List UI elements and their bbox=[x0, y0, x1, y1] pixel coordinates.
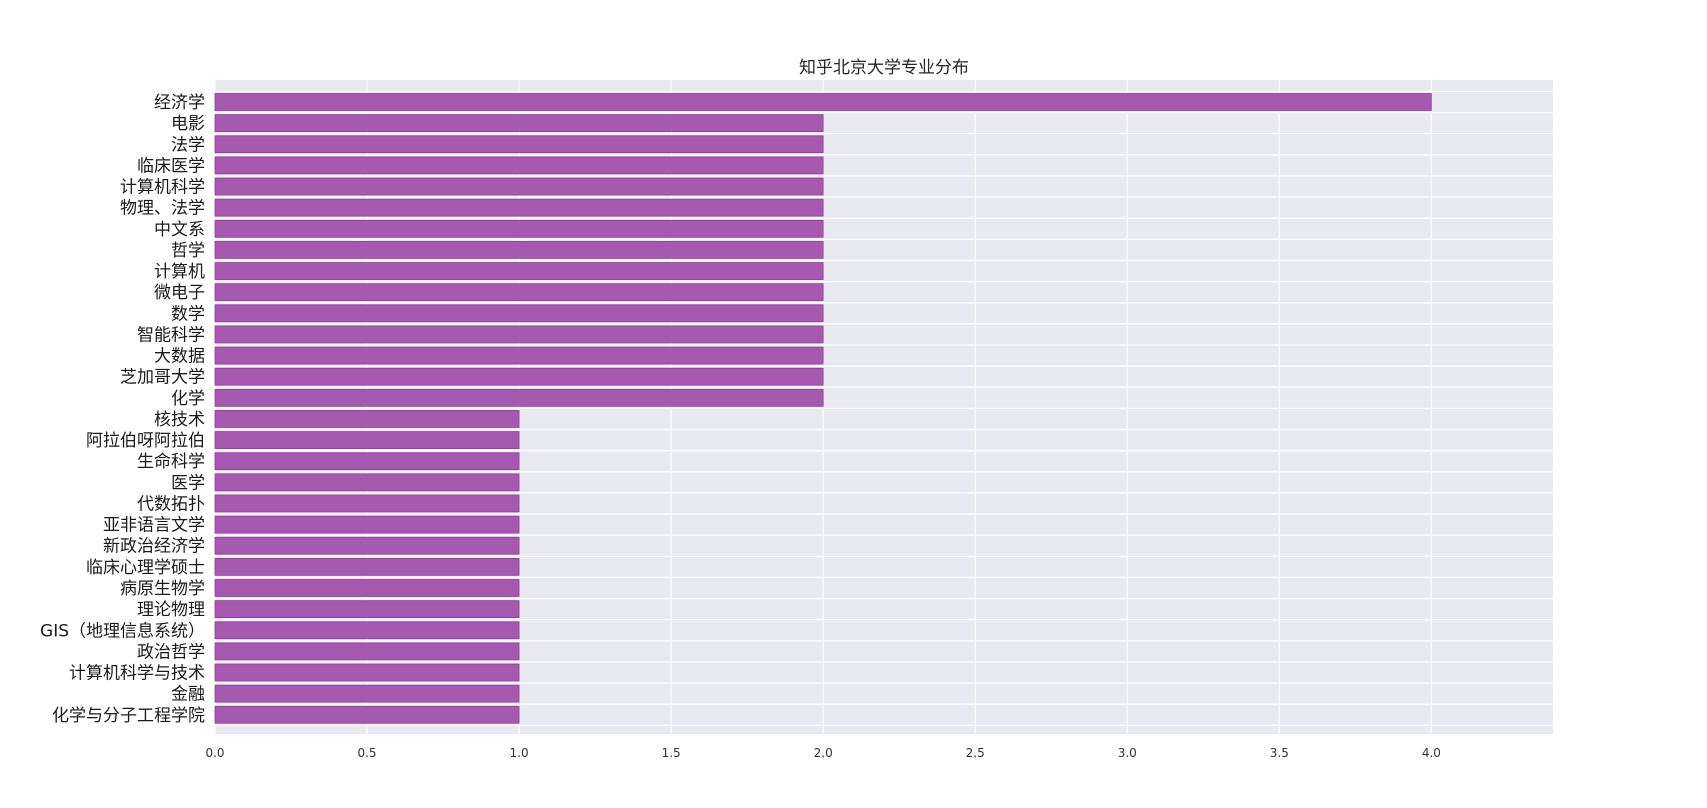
y-tick-label: 芝加哥大学 bbox=[120, 368, 205, 388]
bar bbox=[214, 135, 824, 154]
bar bbox=[214, 325, 824, 344]
y-tick-label: 数学 bbox=[171, 304, 205, 324]
bar bbox=[214, 473, 520, 492]
y-axis-labels: 经济学电影法学临床医学计算机科学物理、法学中文系哲学计算机微电子数学智能科学大数… bbox=[40, 93, 205, 726]
y-tick-label: 新政治经济学 bbox=[103, 537, 205, 557]
bar bbox=[214, 219, 824, 238]
x-tick-label: 4.0 bbox=[1422, 746, 1441, 760]
bar bbox=[214, 494, 520, 513]
bar bbox=[214, 283, 824, 302]
bar bbox=[214, 304, 824, 323]
y-tick-label: 经济学 bbox=[154, 93, 205, 113]
x-tick-label: 1.0 bbox=[510, 746, 529, 760]
bar bbox=[214, 388, 824, 407]
bar bbox=[214, 346, 824, 365]
y-tick-label: 计算机科学 bbox=[120, 178, 205, 198]
x-tick-label: 2.5 bbox=[966, 746, 985, 760]
y-tick-label: 临床医学 bbox=[137, 156, 205, 176]
bar bbox=[214, 452, 520, 471]
y-tick-label: 哲学 bbox=[171, 241, 205, 261]
bar bbox=[214, 431, 520, 449]
bar bbox=[214, 198, 824, 217]
x-tick-label: 1.5 bbox=[662, 746, 681, 760]
y-tick-label: 政治哲学 bbox=[137, 642, 205, 662]
y-tick-label: 智能科学 bbox=[137, 325, 205, 345]
x-tick-label: 0.5 bbox=[357, 746, 376, 760]
bar bbox=[214, 705, 520, 724]
x-tick-label: 2.0 bbox=[814, 746, 833, 760]
y-tick-label: 化学与分子工程学院 bbox=[52, 706, 205, 726]
y-tick-label: 计算机科学与技术 bbox=[69, 664, 205, 684]
bar bbox=[214, 600, 520, 619]
bar bbox=[214, 536, 520, 555]
bar bbox=[214, 642, 520, 661]
bar bbox=[214, 621, 520, 640]
y-tick-label: GIS（地理信息系统） bbox=[40, 621, 205, 641]
y-tick-label: 阿拉伯呀阿拉伯 bbox=[86, 431, 205, 451]
bar bbox=[214, 241, 824, 259]
bar bbox=[214, 410, 520, 428]
y-tick-label: 临床心理学硕士 bbox=[86, 558, 205, 578]
y-tick-label: 代数拓扑 bbox=[137, 494, 205, 514]
bar bbox=[214, 557, 520, 576]
bar bbox=[214, 367, 824, 386]
x-tick-label: 0.0 bbox=[205, 746, 224, 760]
y-tick-label: 病原生物学 bbox=[120, 579, 205, 599]
x-axis-ticks: 0.0 0.5 1.0 1.5 2.0 2.5 3.0 3.5 4.0 bbox=[205, 746, 1440, 760]
bar bbox=[214, 114, 824, 133]
x-tick-label: 3.5 bbox=[1270, 746, 1289, 760]
y-tick-label: 计算机 bbox=[154, 262, 205, 282]
y-tick-label: 电影 bbox=[171, 114, 205, 134]
bars bbox=[214, 93, 1432, 724]
y-tick-label: 金融 bbox=[171, 685, 205, 705]
y-tick-label: 化学 bbox=[171, 389, 205, 409]
bar bbox=[214, 93, 1432, 111]
bar bbox=[214, 684, 520, 703]
bar bbox=[214, 515, 520, 534]
y-tick-label: 亚非语言文学 bbox=[103, 516, 205, 536]
chart-title: 知乎北京大学专业分布 bbox=[799, 58, 969, 78]
y-tick-label: 法学 bbox=[171, 135, 205, 155]
bar bbox=[214, 579, 520, 597]
bar bbox=[214, 663, 520, 682]
bar bbox=[214, 177, 824, 196]
x-tick-label: 3.0 bbox=[1118, 746, 1137, 760]
bar bbox=[214, 262, 824, 280]
y-tick-label: 大数据 bbox=[154, 347, 205, 367]
y-tick-label: 物理、法学 bbox=[120, 199, 205, 219]
y-tick-label: 微电子 bbox=[154, 283, 205, 303]
y-tick-label: 中文系 bbox=[154, 220, 205, 240]
y-tick-label: 核技术 bbox=[154, 410, 205, 430]
y-tick-label: 理论物理 bbox=[137, 600, 205, 620]
bar bbox=[214, 156, 824, 175]
y-tick-label: 医学 bbox=[171, 473, 205, 493]
y-tick-label: 生命科学 bbox=[137, 452, 205, 472]
